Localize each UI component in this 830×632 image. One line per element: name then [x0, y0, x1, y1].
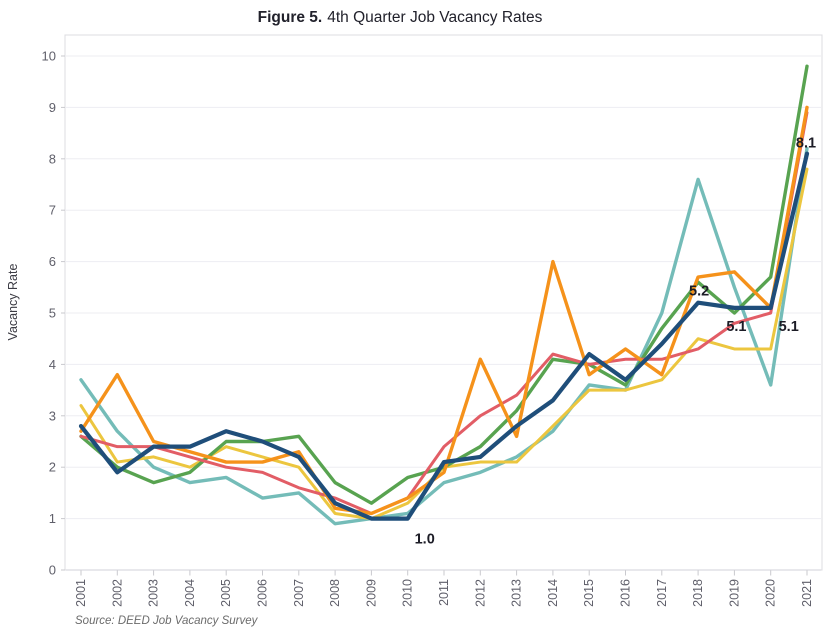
- y-tick-label: 9: [49, 100, 56, 115]
- x-tick-label: 2010: [401, 579, 415, 607]
- x-tick-label: 2011: [437, 579, 451, 606]
- y-tick-label: 6: [49, 254, 56, 269]
- chart-title-rest: 4th Quarter Job Vacancy Rates: [327, 9, 542, 26]
- y-tick-label: 2: [49, 460, 56, 475]
- x-tick-label: 2013: [510, 579, 524, 607]
- x-tick-label: 2012: [473, 579, 487, 607]
- data-label: 5.1: [726, 319, 746, 335]
- x-tick-label: 2005: [219, 579, 233, 607]
- x-tick-label: 2007: [292, 579, 306, 607]
- x-tick-label: 2014: [546, 579, 560, 607]
- y-tick-label: 3: [49, 408, 56, 423]
- x-tick-label: 2004: [183, 579, 197, 607]
- data-label: 1.0: [415, 532, 435, 548]
- gridlines: [66, 55, 821, 571]
- x-axis-ticks: [80, 570, 808, 576]
- x-tick-label: 2016: [619, 579, 633, 607]
- x-tick-label: 2002: [110, 579, 124, 607]
- y-axis-ticks: [61, 55, 65, 571]
- x-tick-label: 2020: [764, 579, 778, 607]
- x-tick-label: 2015: [582, 579, 596, 607]
- x-tick-label: 2021: [800, 579, 814, 607]
- x-tick-label: 2008: [328, 579, 342, 607]
- chart-title-prefix: Figure 5.: [258, 9, 323, 26]
- series-lines: [78, 64, 810, 526]
- y-tick-label: 4: [49, 357, 56, 372]
- x-tick-label: 2001: [74, 579, 88, 607]
- y-tick-label: 10: [42, 49, 56, 64]
- x-tick-label: 2006: [256, 579, 270, 607]
- x-tick-label: 2019: [727, 579, 741, 607]
- y-axis-labels: 0 1 2 3 4 5 6 7 8 9 10: [42, 49, 56, 578]
- x-tick-label: 2017: [655, 579, 669, 607]
- teal-line[interactable]: [79, 146, 809, 526]
- data-labels: 1.0 5.2 5.1 5.1 8.1: [415, 136, 816, 548]
- y-tick-label: 7: [49, 203, 56, 218]
- orange-line[interactable]: [79, 105, 809, 516]
- y-axis-title: Vacancy Rate: [6, 264, 20, 341]
- x-axis-labels: 2001 2002 2003 2004 2005 2006 2007 2008 2009 2010…: [74, 579, 814, 607]
- x-tick-label: 2009: [364, 579, 378, 607]
- chart-title: Figure 5. 4th Quarter Job Vacancy Rates: [258, 9, 543, 26]
- y-tick-label: 5: [49, 306, 56, 321]
- data-label: 5.2: [689, 284, 709, 300]
- x-tick-label: 2018: [691, 579, 705, 607]
- data-label: 8.1: [796, 136, 816, 152]
- y-tick-label: 1: [49, 511, 56, 526]
- x-tick-label: 2003: [147, 579, 161, 607]
- red-line[interactable]: [79, 111, 809, 515]
- y-tick-label: 8: [49, 151, 56, 166]
- navy-line[interactable]: [78, 151, 810, 521]
- data-label: 5.1: [779, 319, 799, 335]
- y-tick-label: 0: [49, 563, 56, 578]
- source-note: Source: DEED Job Vacancy Survey: [75, 615, 259, 627]
